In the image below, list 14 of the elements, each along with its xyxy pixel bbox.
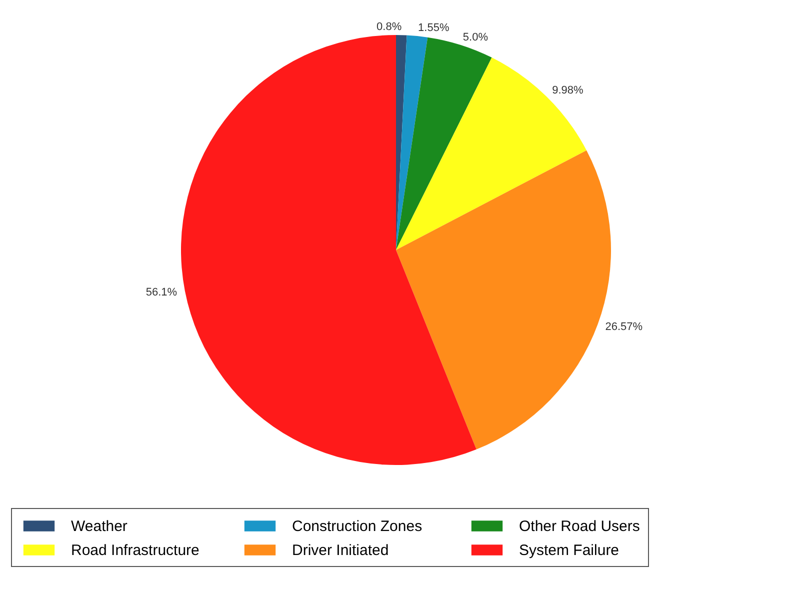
data-label: 56.1% [146,286,178,298]
data-label: 9.98% [552,84,584,97]
data-label: 26.57% [605,321,643,334]
legend-label: Other Road Users [519,518,640,535]
data-label: 1.55% [418,22,450,34]
legend-label: Driver Initiated [292,542,389,559]
data-label: 0.8% [376,21,402,34]
legend-label: System Failure [519,542,620,559]
legend-label: Weather [71,518,128,535]
pie-slice [396,35,428,250]
pie-slice [396,58,587,250]
data-label: 5.0% [462,31,488,44]
legend-label: Construction Zones [292,518,422,535]
legend-label: Road Infrastructure [71,542,200,559]
